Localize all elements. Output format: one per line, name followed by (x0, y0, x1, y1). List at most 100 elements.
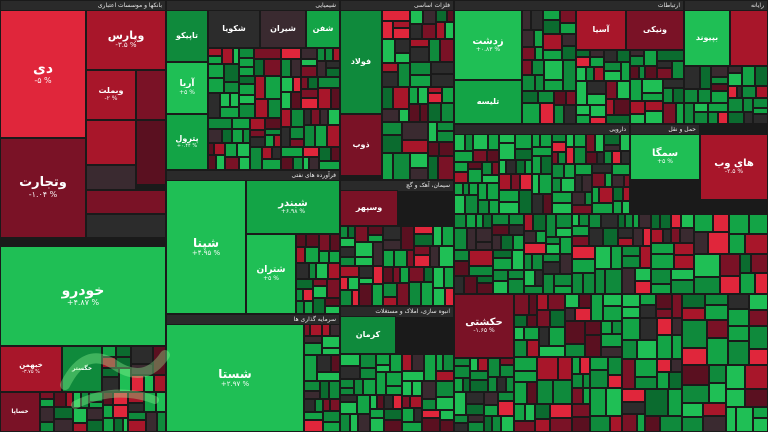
stock-tile[interactable] (340, 366, 360, 379)
stock-tile[interactable] (556, 214, 572, 228)
stock-tile[interactable] (728, 66, 742, 73)
stock-tile[interactable] (393, 21, 410, 28)
stock-tile[interactable] (409, 87, 418, 104)
stock-tile[interactable] (310, 324, 322, 336)
stock-tile[interactable] (441, 103, 454, 122)
stock-tile[interactable] (590, 370, 608, 388)
stock-tile[interactable] (296, 289, 303, 301)
stock-tile[interactable] (466, 392, 484, 404)
stock-tile[interactable] (476, 214, 483, 228)
stock-tile[interactable] (531, 10, 543, 30)
tile-taipiko[interactable]: تاپیکو (166, 10, 208, 62)
stock-tile[interactable] (657, 359, 671, 372)
stock-tile[interactable] (384, 420, 402, 432)
stock-tile[interactable] (301, 59, 317, 66)
stock-tile[interactable] (487, 183, 499, 200)
stock-tile[interactable] (543, 194, 552, 214)
stock-tile[interactable] (454, 214, 466, 228)
stock-tile[interactable] (749, 310, 768, 326)
stock-tile[interactable] (527, 340, 539, 357)
stock-tile[interactable] (410, 62, 431, 75)
stock-tile[interactable] (382, 39, 395, 63)
stock-tile[interactable] (729, 234, 745, 254)
stock-tile[interactable] (622, 340, 637, 359)
stock-tile[interactable] (368, 226, 383, 235)
stock-tile[interactable] (313, 286, 327, 298)
stock-tile[interactable] (657, 335, 672, 359)
stock-tile[interactable] (87, 420, 103, 432)
stock-tile[interactable] (532, 134, 540, 147)
stock-tile[interactable] (585, 192, 592, 205)
tile-ariya[interactable]: آریا +۵ % (166, 62, 208, 114)
stock-tile[interactable] (422, 410, 440, 418)
stock-tile[interactable] (370, 395, 377, 409)
stock-tile[interactable] (514, 404, 525, 421)
stock-tile[interactable] (640, 318, 657, 340)
stock-tile[interactable] (281, 92, 291, 109)
stock-tile[interactable] (582, 175, 592, 192)
stock-tile[interactable] (340, 290, 352, 306)
stock-tile[interactable] (303, 157, 309, 170)
stock-tile[interactable] (579, 214, 589, 226)
stock-tile[interactable] (340, 402, 357, 414)
stock-tile[interactable] (224, 64, 239, 82)
stock-tile[interactable] (749, 214, 768, 234)
stock-tile[interactable] (694, 103, 708, 112)
stock-tile[interactable] (537, 310, 550, 327)
stock-tile[interactable] (590, 50, 604, 57)
stock-tile[interactable] (728, 98, 743, 112)
stock-tile[interactable] (744, 112, 753, 124)
stock-tile[interactable] (574, 134, 586, 147)
stock-tile[interactable] (651, 269, 671, 284)
stock-tile[interactable] (254, 48, 281, 59)
stock-tile[interactable] (663, 88, 673, 103)
stock-tile[interactable] (442, 226, 454, 246)
stock-tile[interactable] (281, 147, 303, 157)
stock-tile[interactable] (606, 81, 617, 99)
stock-tile[interactable] (572, 404, 590, 417)
stock-tile[interactable] (305, 247, 319, 263)
stock-tile[interactable] (520, 174, 532, 190)
stock-tile[interactable] (613, 201, 622, 214)
stock-tile[interactable] (672, 61, 684, 79)
stock-tile[interactable] (590, 105, 606, 117)
stock-tile[interactable] (254, 59, 264, 76)
stock-tile[interactable] (454, 228, 467, 250)
tile-bank-c[interactable] (136, 120, 166, 185)
tile-bank-b[interactable] (86, 120, 136, 165)
stock-tile[interactable] (153, 346, 166, 375)
stock-tile[interactable] (575, 175, 582, 192)
stock-tile[interactable] (454, 423, 468, 432)
stock-tile[interactable] (102, 368, 119, 377)
stock-tile[interactable] (645, 111, 663, 124)
stock-tile[interactable] (319, 161, 340, 170)
stock-tile[interactable] (325, 306, 340, 314)
stock-tile[interactable] (323, 411, 340, 422)
stock-tile[interactable] (671, 280, 694, 294)
stock-tile[interactable] (454, 276, 464, 294)
stock-tile[interactable] (128, 392, 144, 403)
stock-tile[interactable] (552, 203, 572, 214)
stock-tile[interactable] (66, 392, 73, 407)
stock-tile[interactable] (447, 10, 454, 22)
stock-tile[interactable] (429, 39, 440, 62)
stock-tile[interactable] (358, 414, 370, 432)
stock-tile[interactable] (617, 81, 630, 99)
stock-tile[interactable] (668, 389, 682, 416)
stock-tile[interactable] (410, 24, 422, 39)
stock-tile[interactable] (208, 48, 222, 56)
stock-tile[interactable] (543, 10, 560, 20)
stock-tile[interactable] (409, 104, 420, 122)
stock-tile[interactable] (296, 263, 309, 279)
stock-tile[interactable] (431, 74, 454, 87)
stock-tile[interactable] (708, 112, 718, 124)
stock-tile[interactable] (309, 263, 316, 279)
stock-tile[interactable] (572, 236, 589, 246)
tile-asia[interactable]: آسیا (576, 10, 626, 50)
stock-tile[interactable] (414, 408, 422, 422)
stock-tile[interactable] (468, 415, 484, 422)
stock-tile[interactable] (546, 244, 560, 254)
stock-tile[interactable] (382, 122, 402, 135)
stock-tile[interactable] (304, 343, 322, 355)
stock-tile[interactable] (323, 399, 330, 411)
